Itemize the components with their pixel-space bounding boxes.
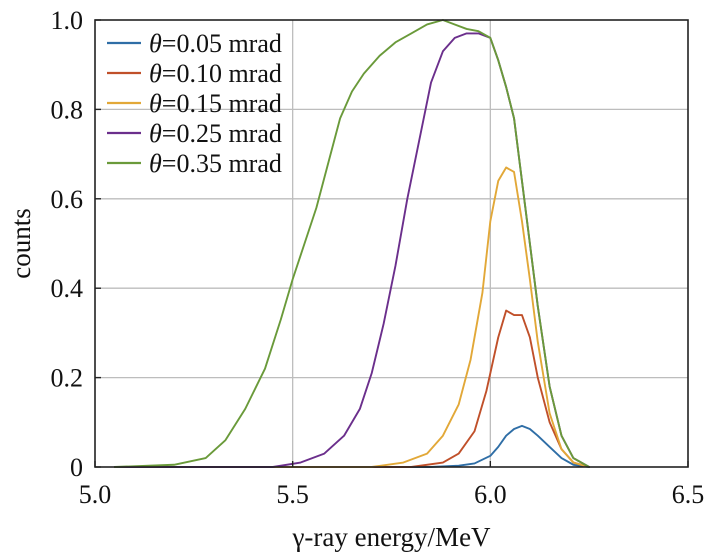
theta-symbol: θ — [149, 29, 162, 58]
series-line-2 — [113, 309, 591, 468]
series-line-3 — [113, 166, 591, 468]
y-tick-label: 0.2 — [51, 364, 84, 393]
theta-symbol: θ — [149, 89, 162, 118]
legend-label-text: =0.05 mrad — [162, 29, 282, 58]
y-tick-label: 0 — [70, 453, 83, 482]
x-tick-label: 5.5 — [276, 480, 309, 509]
y-tick-label: 1.0 — [51, 6, 84, 35]
theta-symbol: θ — [149, 119, 162, 148]
theta-symbol: θ — [149, 59, 162, 88]
y-tick-label: 0.6 — [51, 185, 84, 214]
legend-label-2: θ=0.10 mrad — [149, 59, 282, 88]
x-tick-label: 6.5 — [672, 480, 705, 509]
y-axis-ticks: 0 0.2 0.4 0.6 0.8 1.0 — [51, 6, 101, 482]
y-tick-label: 0.4 — [51, 274, 84, 303]
legend-label-4: θ=0.25 mrad — [149, 119, 282, 148]
legend-label-3: θ=0.15 mrad — [149, 89, 282, 118]
y-tick-label: 0.8 — [51, 95, 84, 124]
legend-label-text: =0.25 mrad — [162, 119, 282, 148]
plot-frame — [94, 19, 689, 468]
legend-label-1: θ=0.05 mrad — [149, 29, 282, 58]
series-line-5 — [113, 19, 591, 468]
grid — [95, 20, 688, 467]
series-layer — [113, 19, 591, 468]
series-line-1 — [113, 424, 591, 468]
theta-symbol: θ — [149, 149, 162, 178]
legend-label-text: =0.10 mrad — [162, 59, 282, 88]
legend-label-5: θ=0.35 mrad — [149, 149, 282, 178]
x-tick-label: 5.0 — [79, 480, 112, 509]
x-axis-label: γ-ray energy/MeV — [291, 522, 491, 552]
legend-label-text: =0.15 mrad — [162, 89, 282, 118]
x-axis-ticks: 5.0 5.5 6.0 6.5 — [79, 461, 705, 509]
legend-label-text: =0.35 mrad — [162, 149, 282, 178]
y-axis-label: counts — [6, 208, 36, 279]
x-tick-label: 6.0 — [474, 480, 507, 509]
